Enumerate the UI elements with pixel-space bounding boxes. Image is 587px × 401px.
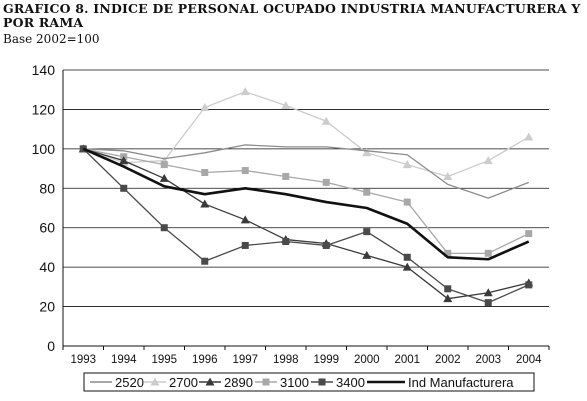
data-point (282, 172, 290, 180)
legend-item-2700: 2700 (144, 375, 198, 390)
y-tick-label: 0 (47, 338, 55, 354)
x-tick-label: 2001 (394, 354, 420, 366)
legend-label: 2700 (169, 375, 198, 390)
gridlines (63, 69, 549, 307)
legend: 2520 2700 2890 3100 3400 Ind Manufacturera (83, 372, 535, 392)
data-point (240, 215, 250, 224)
legend-label: 3400 (336, 375, 365, 390)
data-point (444, 285, 452, 293)
series-line (83, 144, 529, 199)
legend-item-3100: 3100 (255, 375, 309, 390)
data-point (363, 188, 371, 196)
y-tick-label: 120 (32, 101, 56, 117)
data-point (241, 167, 249, 175)
series-line (83, 91, 530, 178)
data-point (403, 198, 411, 206)
x-tick-label: 1994 (111, 354, 137, 366)
legend-marker (150, 377, 160, 386)
data-point (483, 288, 493, 297)
data-point (240, 87, 250, 96)
legend-label: 3100 (280, 375, 309, 390)
data-point (484, 299, 492, 307)
legend-label: Ind Manufacturera (408, 375, 514, 390)
y-tick-label: 140 (32, 62, 56, 78)
x-tick-label: 1995 (151, 354, 177, 366)
data-point (201, 169, 209, 177)
data-point (483, 156, 493, 165)
legend-label: 2890 (224, 375, 253, 390)
data-point (444, 249, 452, 257)
y-tick-label: 20 (39, 299, 55, 315)
data-point (282, 238, 290, 246)
legend-marker (318, 378, 326, 386)
legend-item-ind-manufacturera: Ind Manufacturera (367, 375, 514, 390)
data-point (524, 132, 534, 141)
data-point (120, 184, 128, 192)
y-tick-label: 40 (39, 259, 55, 275)
legend-item-2520: 2520 (90, 375, 144, 390)
series-2890 (78, 144, 534, 303)
x-tick-label: 1993 (70, 354, 96, 366)
series-line (83, 148, 530, 254)
series-line (83, 148, 529, 300)
data-point (281, 100, 291, 109)
data-point (443, 171, 453, 180)
legend-label: 2520 (115, 375, 144, 390)
series-2520 (83, 144, 529, 199)
chart-title: GRAFICO 8. INDICE DE PERSONAL OCUPADO IN… (3, 1, 581, 30)
legend-marker (205, 377, 215, 386)
data-point (201, 257, 209, 265)
y-tick-label: 80 (39, 180, 55, 196)
data-point (402, 160, 412, 169)
data-point (119, 156, 129, 165)
data-point (200, 102, 210, 111)
data-point (362, 148, 372, 157)
data-point (160, 224, 168, 232)
series-line (82, 148, 530, 304)
legend-marker (262, 378, 270, 386)
data-point (321, 116, 331, 125)
data-point (484, 249, 492, 257)
data-point (160, 161, 168, 169)
series-lines (78, 87, 534, 307)
x-tick-label: 1999 (313, 354, 339, 366)
x-tick-label: 1997 (232, 354, 258, 366)
legend-box (83, 372, 535, 392)
chart-subtitle: Base 2002=100 (3, 32, 100, 46)
data-point (362, 250, 372, 259)
series-2700 (78, 87, 534, 180)
series-ind-manufacturera (82, 147, 530, 261)
axes: 0 20 40 60 80 100 120 140 1993 1994 1995 1996 1997 19… (32, 62, 550, 366)
x-tick-label: 2003 (475, 354, 501, 366)
x-tick-label: 2004 (516, 354, 542, 366)
data-point (322, 178, 330, 186)
x-tick-label: 1998 (273, 354, 299, 366)
legend-item-3400: 3400 (311, 375, 365, 390)
y-tick-label: 100 (32, 141, 56, 157)
legend-item-2890: 2890 (199, 375, 253, 390)
data-point (322, 241, 330, 249)
x-tick-label: 1996 (192, 354, 218, 366)
data-point (363, 228, 371, 236)
data-point (525, 281, 533, 289)
data-point (403, 253, 411, 261)
series-line (82, 147, 530, 261)
data-point (402, 262, 412, 271)
data-point (241, 241, 249, 249)
y-tick-label: 60 (39, 220, 55, 236)
data-point (443, 294, 453, 303)
x-tick-label: 2002 (435, 354, 461, 366)
data-point (159, 173, 169, 182)
data-point (200, 199, 210, 208)
x-tick-label: 2000 (354, 354, 380, 366)
data-point (525, 230, 533, 238)
